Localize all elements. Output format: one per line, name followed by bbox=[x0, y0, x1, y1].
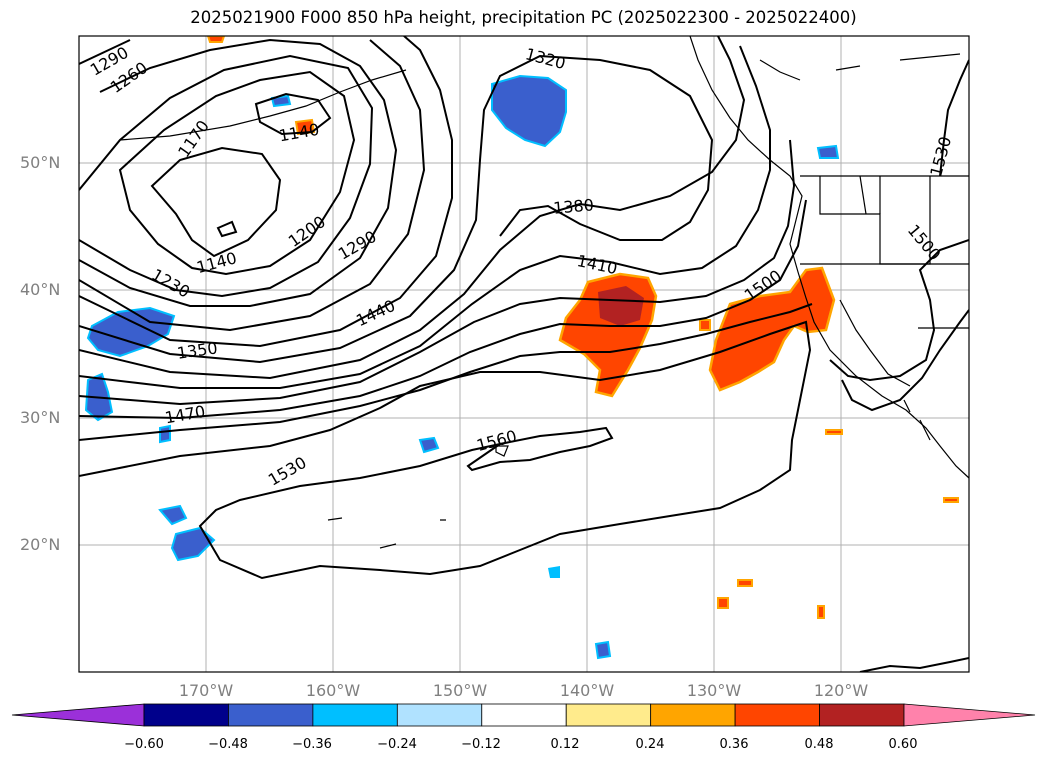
colorbar-tick-label: 0.12 bbox=[550, 737, 580, 752]
negative-anomaly-small-3 bbox=[816, 144, 840, 159]
contour-1440 bbox=[79, 139, 796, 406]
contour-1380 bbox=[79, 36, 746, 380]
lat-label-40n: 40°N bbox=[20, 280, 61, 299]
positive-anomaly-small-1 bbox=[294, 118, 316, 136]
contour-1530-inner bbox=[841, 309, 969, 412]
lon-label-150w: 150°W bbox=[432, 681, 488, 700]
colorbar-segment bbox=[565, 703, 652, 727]
colorbar-segment bbox=[819, 703, 905, 727]
positive-anomaly-small-3 bbox=[717, 597, 729, 609]
contour-1170 bbox=[150, 146, 282, 258]
positive-anomaly-small-5 bbox=[817, 605, 825, 619]
colorbar-tick-label: 0.36 bbox=[719, 737, 749, 752]
lon-label-170w: 170°W bbox=[178, 681, 234, 700]
negative-anomaly-west bbox=[86, 306, 176, 358]
contour-1410 bbox=[79, 45, 771, 389]
contour-1230 bbox=[79, 54, 374, 298]
negative-anomaly-southwest bbox=[158, 504, 188, 526]
lon-label-140w: 140°W bbox=[559, 681, 615, 700]
gridlines bbox=[79, 36, 969, 672]
map-panel: 1290 1260 1170 1140 1140 1200 1230 1290 … bbox=[79, 36, 969, 672]
colorbar-segment bbox=[481, 703, 567, 727]
lat-label-20n: 20°N bbox=[20, 535, 61, 554]
contour-1530 bbox=[79, 320, 812, 580]
contour-1500-inner bbox=[829, 239, 969, 382]
lat-label-50n: 50°N bbox=[20, 153, 61, 172]
negative-anomaly-small-1 bbox=[418, 436, 440, 454]
colorbar-tick-label: −0.24 bbox=[377, 737, 417, 752]
coastlines bbox=[119, 36, 969, 549]
lat-label-30n: 30°N bbox=[20, 408, 61, 427]
contour-1290-top bbox=[79, 39, 131, 65]
colorbar-tick-label: 0.48 bbox=[804, 737, 834, 752]
positive-anomaly-small-2 bbox=[206, 36, 226, 43]
colorbar-tick-label: 0.60 bbox=[888, 737, 918, 752]
colorbar-segment bbox=[396, 703, 483, 727]
contour-1500 bbox=[79, 303, 813, 441]
contour-1560 bbox=[466, 426, 614, 472]
precip-anomaly-shading bbox=[84, 36, 959, 660]
map-title: 2025021900 F000 850 hPa height, precipit… bbox=[190, 8, 857, 27]
negative-anomaly-southwest-2 bbox=[170, 526, 216, 562]
lon-label-120w: 120°W bbox=[813, 681, 869, 700]
colorbar-tick-label: −0.36 bbox=[292, 737, 332, 752]
lon-label-130w: 130°W bbox=[686, 681, 742, 700]
contour-1140-loop bbox=[254, 92, 332, 136]
contour-1470 bbox=[79, 199, 807, 420]
colorbar-tick-label: −0.12 bbox=[461, 737, 501, 752]
contour-1560-se bbox=[859, 657, 969, 672]
contour-label: 1380 bbox=[552, 195, 594, 217]
negative-anomaly-small-2 bbox=[594, 640, 612, 660]
colorbar-tick-label: 0.24 bbox=[635, 737, 665, 752]
colorbar bbox=[11, 703, 1036, 727]
positive-anomaly-small-6 bbox=[699, 319, 711, 331]
colorbar-tick-label: −0.60 bbox=[124, 737, 164, 752]
colorbar-segment bbox=[650, 703, 736, 727]
lon-label-160w: 160°W bbox=[305, 681, 361, 700]
contour-1140-small bbox=[216, 220, 238, 238]
positive-anomaly-central-core bbox=[598, 286, 644, 326]
colorbar-segment bbox=[312, 703, 398, 727]
contour-1290 bbox=[79, 39, 426, 332]
contour-1320 bbox=[79, 36, 453, 348]
map-frame bbox=[78, 35, 970, 673]
positive-anomaly-small-7 bbox=[825, 429, 843, 435]
contour-1200 bbox=[118, 70, 356, 276]
height-contours bbox=[79, 36, 969, 672]
negative-anomaly-small-6 bbox=[270, 94, 292, 108]
colorbar-tick-label: −0.48 bbox=[208, 737, 248, 752]
contour-1530-ne bbox=[939, 59, 969, 177]
colorbar-extend-high bbox=[903, 703, 1036, 727]
contour-1260 bbox=[79, 38, 398, 307]
colorbar-segment bbox=[734, 703, 820, 727]
colorbar-segment bbox=[143, 703, 229, 727]
negative-anomaly-small-5 bbox=[548, 566, 560, 578]
positive-anomaly-small-4 bbox=[737, 579, 753, 587]
colorbar-extend-low bbox=[11, 703, 145, 727]
negative-anomaly-gulf-alaska bbox=[491, 74, 567, 148]
negative-anomaly-small-4 bbox=[159, 424, 171, 444]
contour-1350 bbox=[79, 54, 714, 364]
positive-anomaly-small-8 bbox=[943, 497, 959, 503]
colorbar-segment bbox=[228, 703, 314, 727]
